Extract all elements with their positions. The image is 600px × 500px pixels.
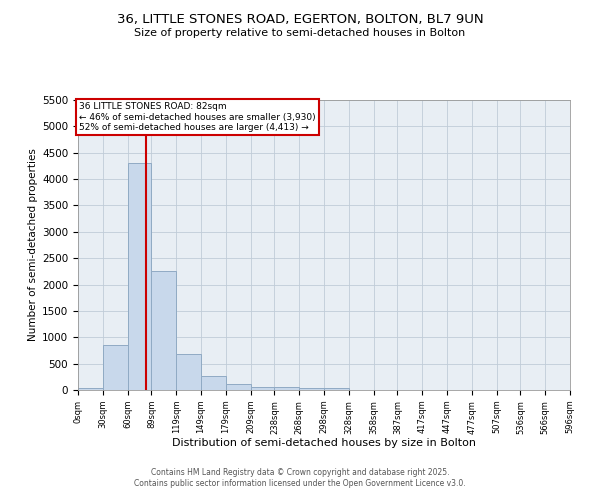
- Text: 36 LITTLE STONES ROAD: 82sqm
← 46% of semi-detached houses are smaller (3,930)
5: 36 LITTLE STONES ROAD: 82sqm ← 46% of se…: [79, 102, 316, 132]
- Text: 36, LITTLE STONES ROAD, EGERTON, BOLTON, BL7 9UN: 36, LITTLE STONES ROAD, EGERTON, BOLTON,…: [116, 12, 484, 26]
- Bar: [226, 384, 251, 390]
- Bar: [324, 388, 349, 390]
- X-axis label: Distribution of semi-detached houses by size in Bolton: Distribution of semi-detached houses by …: [172, 438, 476, 448]
- Bar: [78, 388, 103, 390]
- Text: Size of property relative to semi-detached houses in Bolton: Size of property relative to semi-detach…: [134, 28, 466, 38]
- Bar: [128, 164, 151, 390]
- Bar: [201, 376, 226, 390]
- Bar: [151, 272, 176, 390]
- Text: Contains HM Land Registry data © Crown copyright and database right 2025.
Contai: Contains HM Land Registry data © Crown c…: [134, 468, 466, 487]
- Y-axis label: Number of semi-detached properties: Number of semi-detached properties: [28, 148, 38, 342]
- Bar: [274, 387, 299, 390]
- Bar: [176, 354, 201, 390]
- Bar: [299, 388, 324, 390]
- Bar: [103, 345, 128, 390]
- Bar: [251, 386, 274, 390]
